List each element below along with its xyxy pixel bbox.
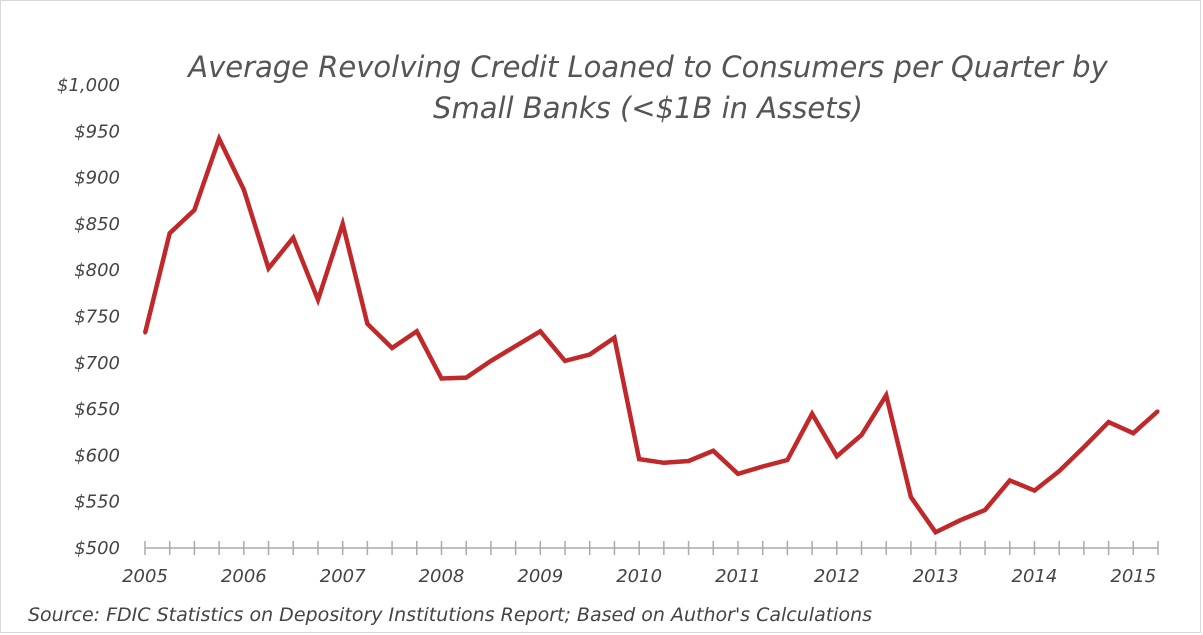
data-point [761,465,765,469]
data-point [637,457,641,461]
y-tick-label: $750 [74,307,120,328]
x-tick-label: 2008 [419,566,465,587]
x-tick-label: 2011 [715,566,761,587]
data-point [415,329,419,333]
data-point [192,208,196,212]
data-point [687,459,691,463]
data-point [612,336,616,340]
data-point [514,344,518,348]
data-point [810,412,814,416]
data-point [958,518,962,522]
data-point [1057,469,1061,473]
data-point [934,530,938,534]
x-axis: 2005 2006 2007 2008 2009 2010 2011 2012 2013 2014… [122,541,1159,587]
data-point [835,454,839,458]
y-tick-label: $500 [74,538,120,559]
data-point [1082,445,1086,449]
y-tick-label: $900 [74,168,120,189]
data-point [464,376,468,380]
data-point [860,433,864,437]
data-point [316,298,320,302]
data-point [439,377,443,381]
data-point [538,329,542,333]
series-line [142,132,1160,536]
data-point [291,236,295,240]
y-tick-label: $950 [74,121,120,142]
data-point [983,508,987,512]
data-point [168,231,172,235]
x-tick-label: 2009 [517,566,563,587]
chart-title-line-2: Small Banks (<$1B in Assets) [433,91,863,125]
y-axis: $500 $550 $600 $650 $700 $750 $800 $850 $900 $950… [57,75,120,559]
x-tick-label: 2013 [913,566,959,587]
y-tick-label: $800 [74,260,120,281]
x-tick-label: 2007 [320,566,366,587]
source-note: Source: FDIC Statistics on Depository In… [28,604,872,626]
data-point [588,352,592,356]
data-point [563,359,567,363]
data-point [1008,478,1012,482]
data-point [143,331,147,335]
data-point [365,322,369,326]
x-tick-label: 2012 [814,566,860,587]
data-point [884,393,888,397]
y-tick-label: $650 [74,399,120,420]
data-point [711,449,715,453]
data-point [1107,420,1111,424]
data-point [1156,409,1160,413]
y-tick-label: $700 [74,353,120,374]
data-point [1032,489,1036,493]
data-point [785,458,789,462]
x-tick-label: 2014 [1012,566,1058,587]
x-tick-label: 2010 [616,566,662,587]
data-point [1131,431,1135,435]
y-tick-label: $600 [74,445,120,466]
series-layer [142,132,1160,536]
y-tick-label: $850 [74,214,120,235]
y-tick-label: $1,000 [57,75,120,96]
data-point [909,495,913,499]
x-tick-label: 2006 [221,566,267,587]
x-tick-label: 2005 [122,566,168,587]
data-point [736,472,740,476]
data-point [217,137,221,141]
data-point [662,461,666,465]
chart-title-line-1: Average Revolving Credit Loaned to Consu… [186,50,1108,84]
data-point [489,359,493,363]
data-point [390,346,394,350]
data-point [267,266,271,270]
data-point [242,188,246,192]
data-point [341,222,345,226]
y-tick-label: $550 [74,492,120,513]
x-tick-label: 2015 [1110,566,1156,587]
